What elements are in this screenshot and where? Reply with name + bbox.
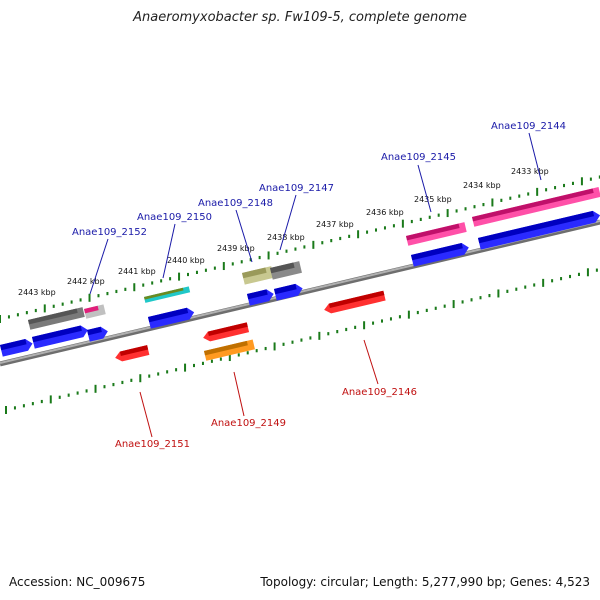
gene-leader-line: [233, 371, 245, 417]
kbp-tick-label: 2435 kbp: [414, 195, 452, 204]
reverse-cds: [203, 322, 250, 342]
forward-cds: [87, 326, 108, 342]
gene-leader-line: [279, 194, 297, 251]
gene-label: Anae109_2150: [137, 212, 212, 223]
gene-block: [144, 286, 191, 303]
kbp-tick-label: 2438 kbp: [267, 233, 305, 242]
gene-leader-line: [139, 391, 153, 438]
forward-cds: [411, 243, 469, 267]
gene-label: Anae109_2151: [115, 439, 190, 450]
kbp-tick-label: 2439 kbp: [217, 244, 255, 253]
forward-cds: [148, 307, 195, 329]
gene-leader-line: [528, 132, 542, 181]
reverse-gene-block: [204, 339, 255, 361]
gene-label: Anae109_2145: [381, 152, 456, 163]
gene-leader-line: [417, 164, 432, 213]
gene-leader-line: [89, 238, 109, 295]
kbp-tick-label: 2440 kbp: [167, 256, 205, 265]
forward-cds: [246, 289, 274, 306]
gene-label: Anae109_2146: [342, 387, 417, 398]
gene-leader-line: [363, 339, 379, 385]
reverse-cds: [115, 345, 150, 362]
topology-label: Topology: circular; Length: 5,277,990 bp…: [260, 575, 590, 589]
gene-block: [242, 266, 274, 285]
kbp-tick-label: 2442 kbp: [67, 277, 105, 286]
forward-cds: [32, 325, 88, 349]
gene-block: [84, 304, 106, 319]
gene-block: [28, 307, 85, 330]
accession-label: Accession: NC_009675: [9, 575, 146, 589]
gene-leader-line: [162, 223, 176, 279]
kbp-tick-label: 2434 kbp: [463, 181, 501, 190]
gene-label: Anae109_2152: [72, 227, 147, 238]
gene-block: [406, 222, 467, 246]
kbp-tick-label: 2443 kbp: [18, 288, 56, 297]
gene-block: [270, 261, 302, 280]
reverse-cds: [324, 290, 386, 314]
forward-cds: [274, 283, 303, 301]
gene-label: Anae109_2144: [491, 121, 566, 132]
gene-label: Anae109_2149: [211, 418, 286, 429]
kbp-tick-label: 2441 kbp: [118, 267, 156, 276]
gene-label: Anae109_2147: [259, 183, 334, 194]
forward-cds: [0, 339, 33, 357]
kbp-tick-label: 2437 kbp: [316, 220, 354, 229]
gene-label: Anae109_2148: [198, 198, 273, 209]
kbp-tick-label: 2433 kbp: [511, 167, 549, 176]
kbp-tick-label: 2436 kbp: [366, 208, 404, 217]
forward-cds: [477, 210, 600, 250]
gene-leader-line: [235, 209, 253, 263]
map-title: Anaeromyxobacter sp. Fw109-5, complete g…: [133, 10, 467, 25]
gene-block: [472, 187, 600, 227]
